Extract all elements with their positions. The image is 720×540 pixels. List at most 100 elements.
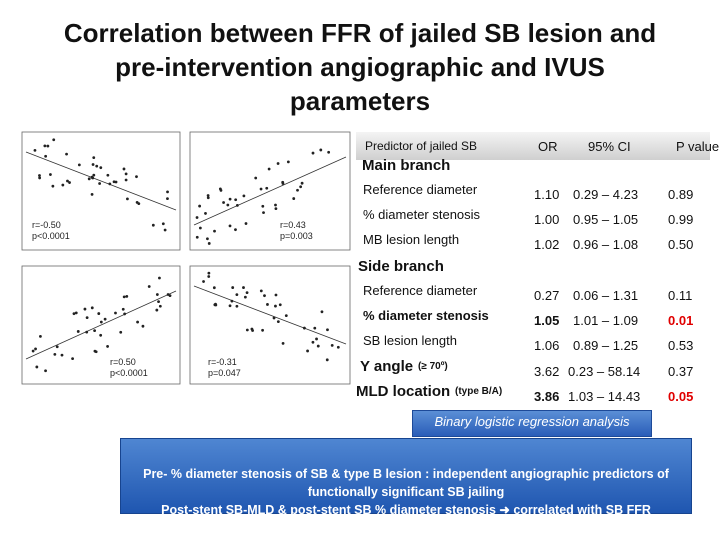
scatter-dot [91, 163, 95, 166]
footer-line: Pre- % diameter stenosis of SB & type B … [143, 467, 669, 499]
scatter-dot [124, 172, 128, 176]
scatter-dot [204, 212, 207, 215]
p-value: 0.99 [668, 212, 694, 227]
trend-line [193, 156, 347, 226]
scatter-dot [123, 312, 127, 316]
arrow: ➜ [499, 503, 510, 517]
row-label: Reference diameter [363, 283, 478, 298]
trend-line [25, 290, 177, 360]
scatter-dot [276, 320, 280, 324]
scatter-dot [326, 328, 329, 332]
scatter-dot [53, 352, 57, 356]
scatter-dot [206, 237, 209, 241]
or: 1.06 [534, 338, 560, 353]
scatter-dot [245, 291, 249, 294]
footer-line: correlated with SB FFR [513, 503, 651, 517]
scatter-dot [125, 294, 129, 298]
p-value: 0.89 [668, 187, 694, 202]
scatter-dot [254, 176, 258, 180]
scatter-dot [228, 304, 232, 308]
scatter-dot [90, 306, 94, 310]
scatter-dot [244, 222, 248, 225]
scatter-dot [136, 320, 139, 324]
scatter-dot [74, 311, 78, 315]
scatter-dot [71, 357, 74, 361]
scatter-dot [274, 293, 278, 297]
scatter-dot [94, 350, 98, 354]
row-label: Reference diameter [363, 182, 478, 197]
scatter-dot [206, 194, 210, 197]
ci: 1.03 – 14.43 [568, 389, 641, 404]
scatter-dot [195, 235, 199, 239]
plot-frame [21, 265, 181, 385]
p-value: 0.50 [668, 237, 694, 252]
scatter-dot [38, 176, 42, 180]
ci: 0.23 – 58.14 [568, 364, 641, 379]
scatter-dot [242, 286, 245, 289]
row-label: Y angle [360, 358, 414, 375]
scatter-dot [218, 187, 222, 191]
scatter-dot [141, 324, 145, 328]
scatter-dot [90, 175, 94, 179]
scatter-dot [263, 294, 266, 298]
scatter-dot [202, 280, 205, 283]
row-qualifier: (≥ 70º) [418, 361, 448, 372]
scatter-dot [243, 295, 247, 299]
scatter-dot [311, 340, 315, 344]
or: 1.05 [534, 313, 560, 328]
p-value: 0.11 [668, 288, 693, 303]
scatter-dot [198, 226, 202, 230]
scatter-dot [315, 337, 318, 341]
scatter-dot [158, 276, 161, 280]
scatter-dot [60, 353, 64, 357]
scatter-dot [207, 271, 211, 275]
row-label: SB lesion length [363, 333, 457, 348]
scatter-dot [55, 345, 59, 349]
scatter-dot [44, 154, 48, 158]
p-value: 0.05 [668, 389, 694, 404]
scatter-dot [213, 229, 216, 233]
r-value: r=-0.50 [32, 220, 61, 230]
ci: 1.01 – 1.09 [573, 313, 639, 328]
scatter-dot [207, 242, 211, 245]
scatter-dot [265, 186, 269, 190]
scatter-dot [135, 200, 139, 204]
scatter-dot [92, 173, 96, 177]
scatter-dot [261, 328, 264, 332]
scatter-dot [286, 160, 290, 164]
scatter-dot [311, 151, 315, 155]
scatter-dot [99, 333, 103, 337]
scatter-dot [108, 182, 112, 186]
header-cell: OR [538, 139, 558, 154]
plot-frame [189, 131, 351, 251]
scatter-dot [121, 307, 125, 311]
scatter-dot [319, 148, 323, 152]
scatter-dot [43, 144, 47, 148]
scatter-dot [231, 286, 235, 289]
scatter-dot [272, 316, 276, 320]
scatter-dot [198, 204, 202, 208]
scatter-dot [235, 204, 239, 207]
scatter-dot [274, 203, 277, 207]
title-line: pre-intervention angiographic and IVUS [115, 52, 605, 82]
scatter-dot [163, 228, 167, 232]
scatter-dot [274, 207, 278, 210]
scatter-dot [85, 316, 89, 320]
scatter-dot [151, 223, 155, 227]
scatter-dot [230, 299, 234, 303]
p-value: p=0.047 [208, 368, 241, 378]
scatter-dot [195, 216, 199, 219]
scatter-dot [31, 349, 35, 353]
scatter-dot [114, 180, 118, 184]
scatter-dot [135, 175, 138, 179]
scatter-dot [77, 163, 81, 167]
or: 1.00 [534, 212, 560, 227]
scatter-dot [106, 345, 109, 348]
scatter-dot [235, 304, 239, 308]
scatter-dot [300, 181, 304, 185]
scatter-dot [61, 183, 65, 187]
scatter-dot [72, 312, 76, 316]
scatter-dot [207, 275, 211, 278]
p-value: p<0.0001 [110, 368, 148, 378]
